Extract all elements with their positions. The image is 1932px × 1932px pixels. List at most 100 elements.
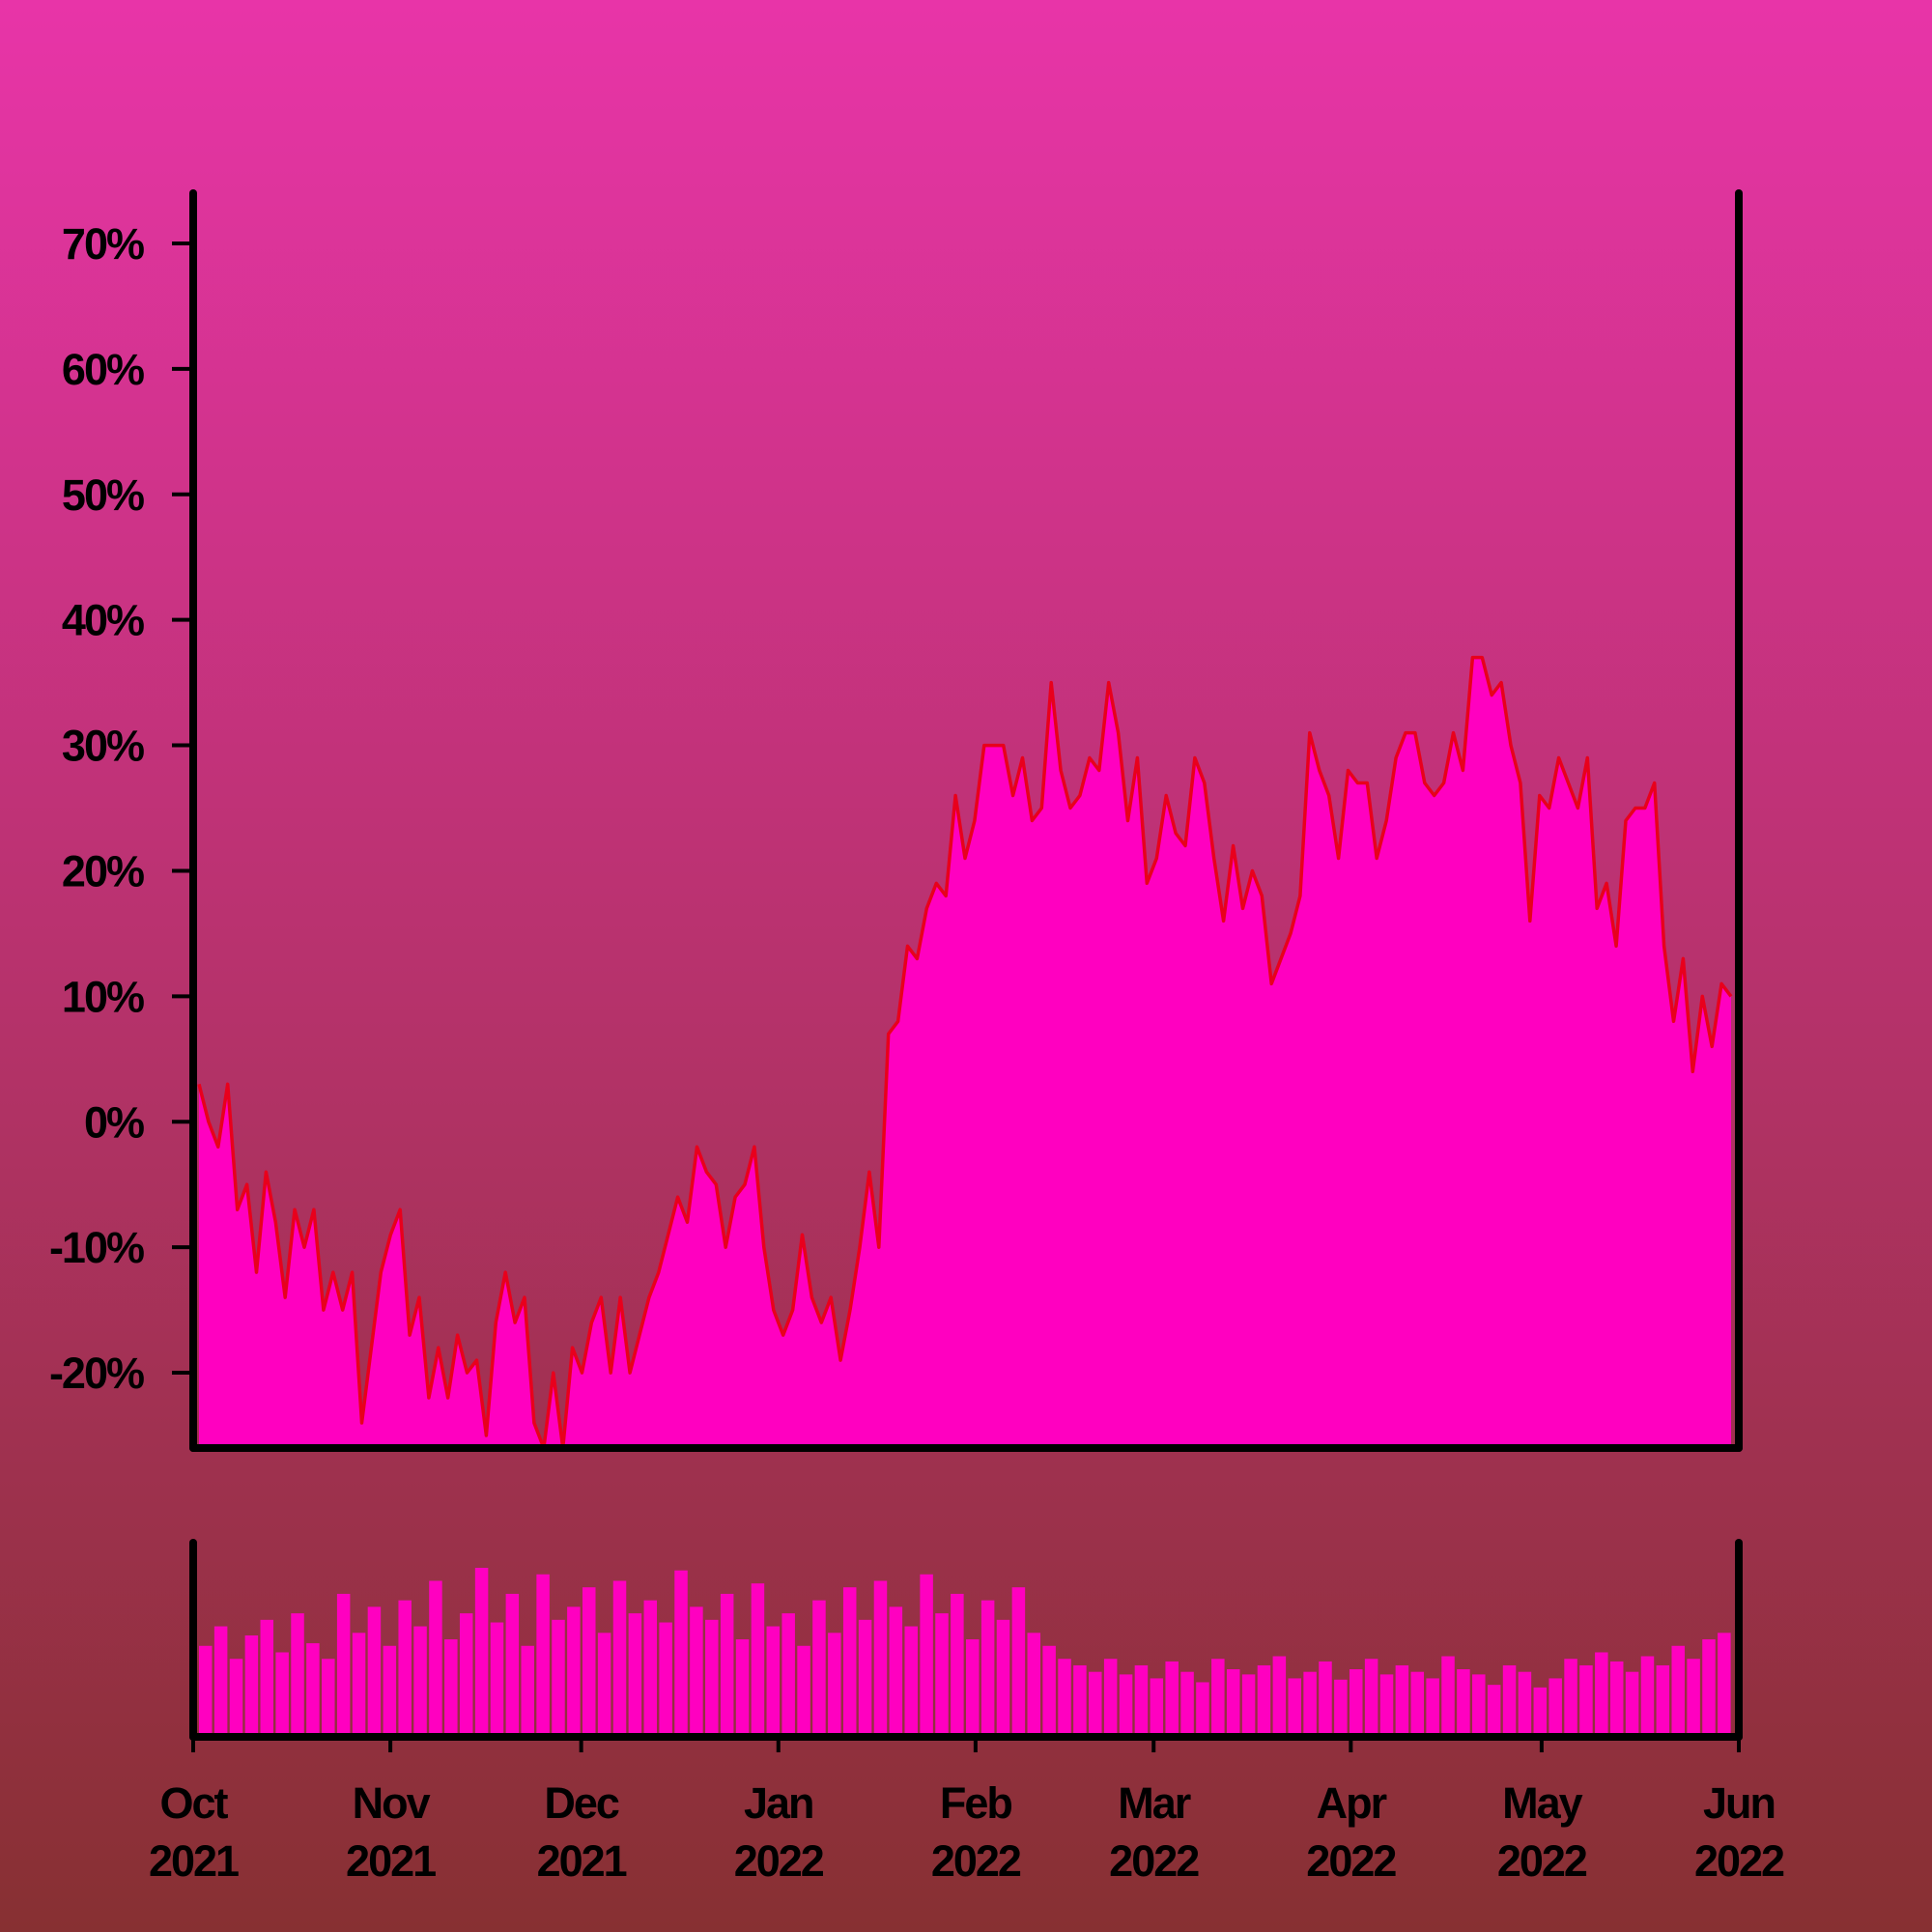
volume-bar xyxy=(674,1570,688,1737)
volume-bar xyxy=(828,1633,841,1737)
volume-bar xyxy=(1518,1671,1532,1737)
x-tick-label: Jan 2022 xyxy=(734,1778,824,1886)
x-tick-label: Apr 2022 xyxy=(1306,1778,1396,1886)
volume-bar xyxy=(1656,1664,1670,1737)
x-tick-label: Dec 2021 xyxy=(537,1778,627,1886)
volume-bar xyxy=(1180,1671,1194,1737)
volume-bar xyxy=(1609,1661,1624,1737)
x-tick-label: Oct 2021 xyxy=(149,1778,239,1886)
volume-bar xyxy=(1042,1645,1056,1737)
volume-bar xyxy=(1671,1645,1685,1737)
y-tick-label: 30% xyxy=(62,722,144,771)
volume-bar xyxy=(720,1593,734,1737)
volume-bar xyxy=(474,1568,489,1737)
x-tick-label: Mar 2022 xyxy=(1109,1778,1199,1886)
volume-bar xyxy=(352,1633,366,1737)
volume-bar xyxy=(1027,1633,1041,1737)
volume-bar xyxy=(244,1635,259,1737)
volume-bar xyxy=(459,1613,473,1737)
volume-bar xyxy=(567,1606,581,1737)
volume-bar xyxy=(1579,1664,1593,1737)
volume-bar xyxy=(306,1643,320,1737)
volume-bar xyxy=(873,1580,888,1737)
y-tick-label: 50% xyxy=(62,470,144,520)
x-tick-label: May 2022 xyxy=(1497,1778,1587,1886)
volume-bar xyxy=(935,1613,949,1737)
volume-bar xyxy=(889,1606,903,1737)
volume-bar xyxy=(367,1606,382,1737)
volume-bar xyxy=(812,1600,826,1737)
volume-bar xyxy=(398,1600,412,1737)
volume-bar xyxy=(1426,1678,1439,1737)
volume-bar xyxy=(1718,1633,1731,1737)
volume-bar xyxy=(996,1619,1010,1737)
y-tick-label: 10% xyxy=(62,972,144,1021)
volume-bar xyxy=(659,1622,672,1737)
volume-bar xyxy=(1011,1587,1026,1737)
volume-bar xyxy=(1533,1687,1548,1737)
volume-bar xyxy=(536,1574,550,1737)
volume-bar xyxy=(1502,1664,1517,1737)
volume-bar xyxy=(643,1600,658,1737)
volume-bar xyxy=(904,1626,918,1737)
volume-bar xyxy=(521,1645,534,1737)
volume-bar xyxy=(199,1645,213,1737)
volume-bar xyxy=(1257,1664,1271,1737)
volume-bar xyxy=(858,1619,872,1737)
volume-bar xyxy=(705,1619,719,1737)
volume-bar xyxy=(213,1626,228,1737)
volume-bar xyxy=(1457,1669,1470,1737)
volume-bar xyxy=(766,1626,781,1737)
volume-bar xyxy=(690,1606,703,1737)
volume-bar xyxy=(383,1645,397,1737)
volume-bar xyxy=(444,1639,458,1737)
volume-bar xyxy=(966,1639,980,1737)
volume-bar xyxy=(1103,1659,1118,1737)
volume-bar xyxy=(1226,1669,1240,1737)
volume-bar xyxy=(842,1587,857,1737)
volume-bar xyxy=(597,1633,611,1737)
volume-bar xyxy=(1625,1671,1639,1737)
volume-bar xyxy=(1288,1678,1301,1737)
volume-bar xyxy=(1150,1678,1164,1737)
x-tick-label: Feb 2022 xyxy=(931,1778,1021,1886)
volume-bar xyxy=(1564,1659,1577,1737)
y-tick-label: 20% xyxy=(62,846,144,895)
volume-bar xyxy=(1334,1679,1348,1737)
y-tick-label: 0% xyxy=(84,1097,144,1147)
volume-bar xyxy=(1319,1661,1332,1737)
volume-bar xyxy=(797,1645,810,1737)
volume-bar xyxy=(552,1619,565,1737)
volume-bar xyxy=(612,1580,627,1737)
y-tick-label: 60% xyxy=(62,345,144,394)
volume-bar xyxy=(413,1626,427,1737)
volume-bar xyxy=(1410,1671,1425,1737)
area-fill xyxy=(199,657,1731,1448)
line xyxy=(197,655,1733,1448)
volume-bar xyxy=(1687,1659,1700,1737)
volume-bar xyxy=(1211,1659,1225,1737)
volume-bar xyxy=(1058,1659,1071,1737)
volume-bar xyxy=(980,1600,995,1737)
volume-bar xyxy=(1487,1685,1501,1737)
volume-bar xyxy=(1640,1656,1655,1737)
volume-bar xyxy=(229,1659,243,1737)
x-tick-label: Nov 2021 xyxy=(346,1778,436,1886)
volume-bar xyxy=(1395,1664,1409,1737)
volume-bar xyxy=(1472,1674,1486,1737)
y-tick-label: 40% xyxy=(62,596,144,645)
y-tick-label: -20% xyxy=(49,1349,144,1398)
volume-bar xyxy=(628,1613,642,1737)
volume-bar xyxy=(490,1622,504,1737)
volume-bar xyxy=(429,1580,442,1737)
volume-bar xyxy=(1165,1661,1179,1737)
volume-bar xyxy=(1364,1659,1378,1737)
volume-bar xyxy=(1702,1639,1716,1737)
volume-bar xyxy=(1119,1674,1133,1737)
volume-bar xyxy=(291,1613,304,1737)
volume-bar xyxy=(1379,1674,1394,1737)
volume-bar xyxy=(1134,1664,1149,1737)
volume-bar xyxy=(322,1659,335,1737)
volume-bar xyxy=(1595,1652,1608,1737)
